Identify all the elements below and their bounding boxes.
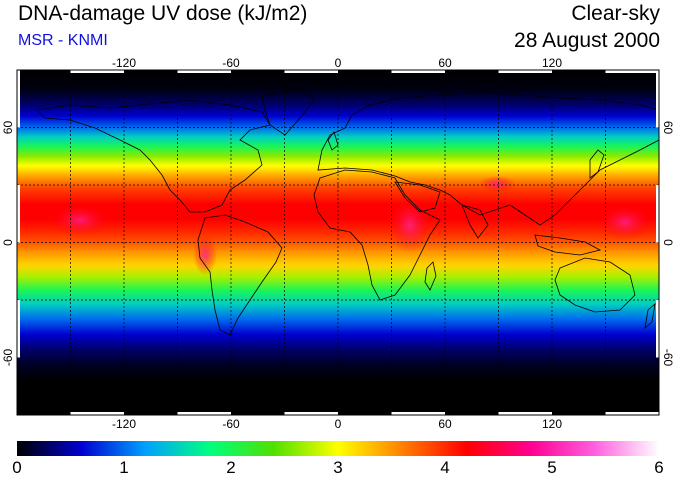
colorbar-tick-label: 5 [547, 458, 557, 477]
edge-tick-segment [498, 412, 552, 415]
lon-tick-label-top: -60 [222, 56, 240, 70]
coastline-eurasia [317, 91, 659, 226]
colorbar-tick-label: 6 [654, 458, 664, 477]
coastline-greenland [261, 89, 316, 136]
colorbar-tick-label: 2 [226, 458, 236, 477]
edge-tick-segment [605, 412, 659, 415]
coastline-australia [554, 257, 636, 313]
coastline-madagascar [424, 261, 437, 291]
hotspot-andes [193, 235, 217, 275]
lat-tick-label-left: 0 [1, 239, 15, 246]
lon-tick-label-top: 0 [335, 56, 342, 70]
lon-tick-label-bottom: 120 [542, 417, 562, 431]
lon-tick-label-bottom: -120 [112, 417, 136, 431]
edge-tick-segment [177, 412, 231, 415]
gridlines [17, 70, 659, 415]
map-title: DNA-damage UV dose (kJ/m2) [18, 2, 308, 25]
date-label: 28 August 2000 [514, 29, 660, 52]
lat-tick-label-left: -60 [1, 349, 15, 367]
axis-tick-labels: -120 -120 -60 -60 0 0 60 60 120 120 60 60 0 0 -60 -60 [1, 56, 675, 431]
coastline-north-america [36, 99, 271, 213]
coastline-indonesia [534, 234, 602, 256]
coastlines [36, 89, 659, 336]
hotspot-africa [388, 197, 432, 253]
edge-tick-marks [17, 70, 659, 415]
lon-tick-label-bottom: 0 [335, 417, 342, 431]
lat-tick-label-left: 60 [1, 121, 15, 135]
edge-tick-segment [391, 70, 445, 73]
lat-tick-label-right: 60 [661, 121, 675, 135]
colorbar-tick-label: 1 [119, 458, 129, 477]
sky-condition-label: Clear-sky [571, 2, 660, 25]
hotspot-pacific-west [50, 204, 110, 236]
lat-tick-label-right: -60 [661, 349, 675, 367]
data-source-label: MSR - KNMI [18, 32, 108, 49]
edge-tick-segment [284, 70, 338, 73]
edge-tick-segment [498, 70, 552, 73]
lon-tick-label-top: -120 [112, 56, 136, 70]
edge-tick-segment [656, 300, 659, 358]
map-frame [16, 69, 660, 416]
edge-tick-segment [17, 70, 20, 128]
colorbar-tick-label: 0 [12, 458, 22, 477]
colorbar-tick-label: 4 [440, 458, 450, 477]
coastline-south-america [197, 214, 283, 336]
lon-tick-label-bottom: -60 [222, 417, 240, 431]
uv-hotspots [50, 176, 653, 275]
coastline-africa [313, 169, 441, 301]
lon-tick-label-bottom: 60 [438, 417, 452, 431]
coastline-japan [589, 149, 605, 179]
coastline-new-zealand [644, 302, 656, 330]
colorbar [17, 441, 659, 456]
edge-tick-segment [70, 412, 124, 415]
edge-tick-segment [656, 185, 659, 243]
lon-tick-label-top: 120 [542, 56, 562, 70]
edge-tick-segment [391, 412, 445, 415]
hotspot-tibet [479, 176, 515, 192]
edge-tick-segment [177, 70, 231, 73]
edge-tick-segment [70, 70, 124, 73]
hotspot-pacific [597, 204, 653, 240]
edge-tick-segment [605, 70, 659, 73]
colorbar-tick-label: 3 [333, 458, 343, 477]
coastline-britain [327, 131, 339, 151]
coastline-india [461, 204, 489, 239]
edge-tick-segment [284, 412, 338, 415]
lat-tick-label-right: 0 [661, 239, 675, 246]
edge-tick-segment [656, 70, 659, 128]
coastline-arabia [394, 181, 441, 213]
edge-tick-segment [17, 185, 20, 243]
edge-tick-segment [17, 300, 20, 358]
lon-tick-label-top: 60 [438, 56, 452, 70]
